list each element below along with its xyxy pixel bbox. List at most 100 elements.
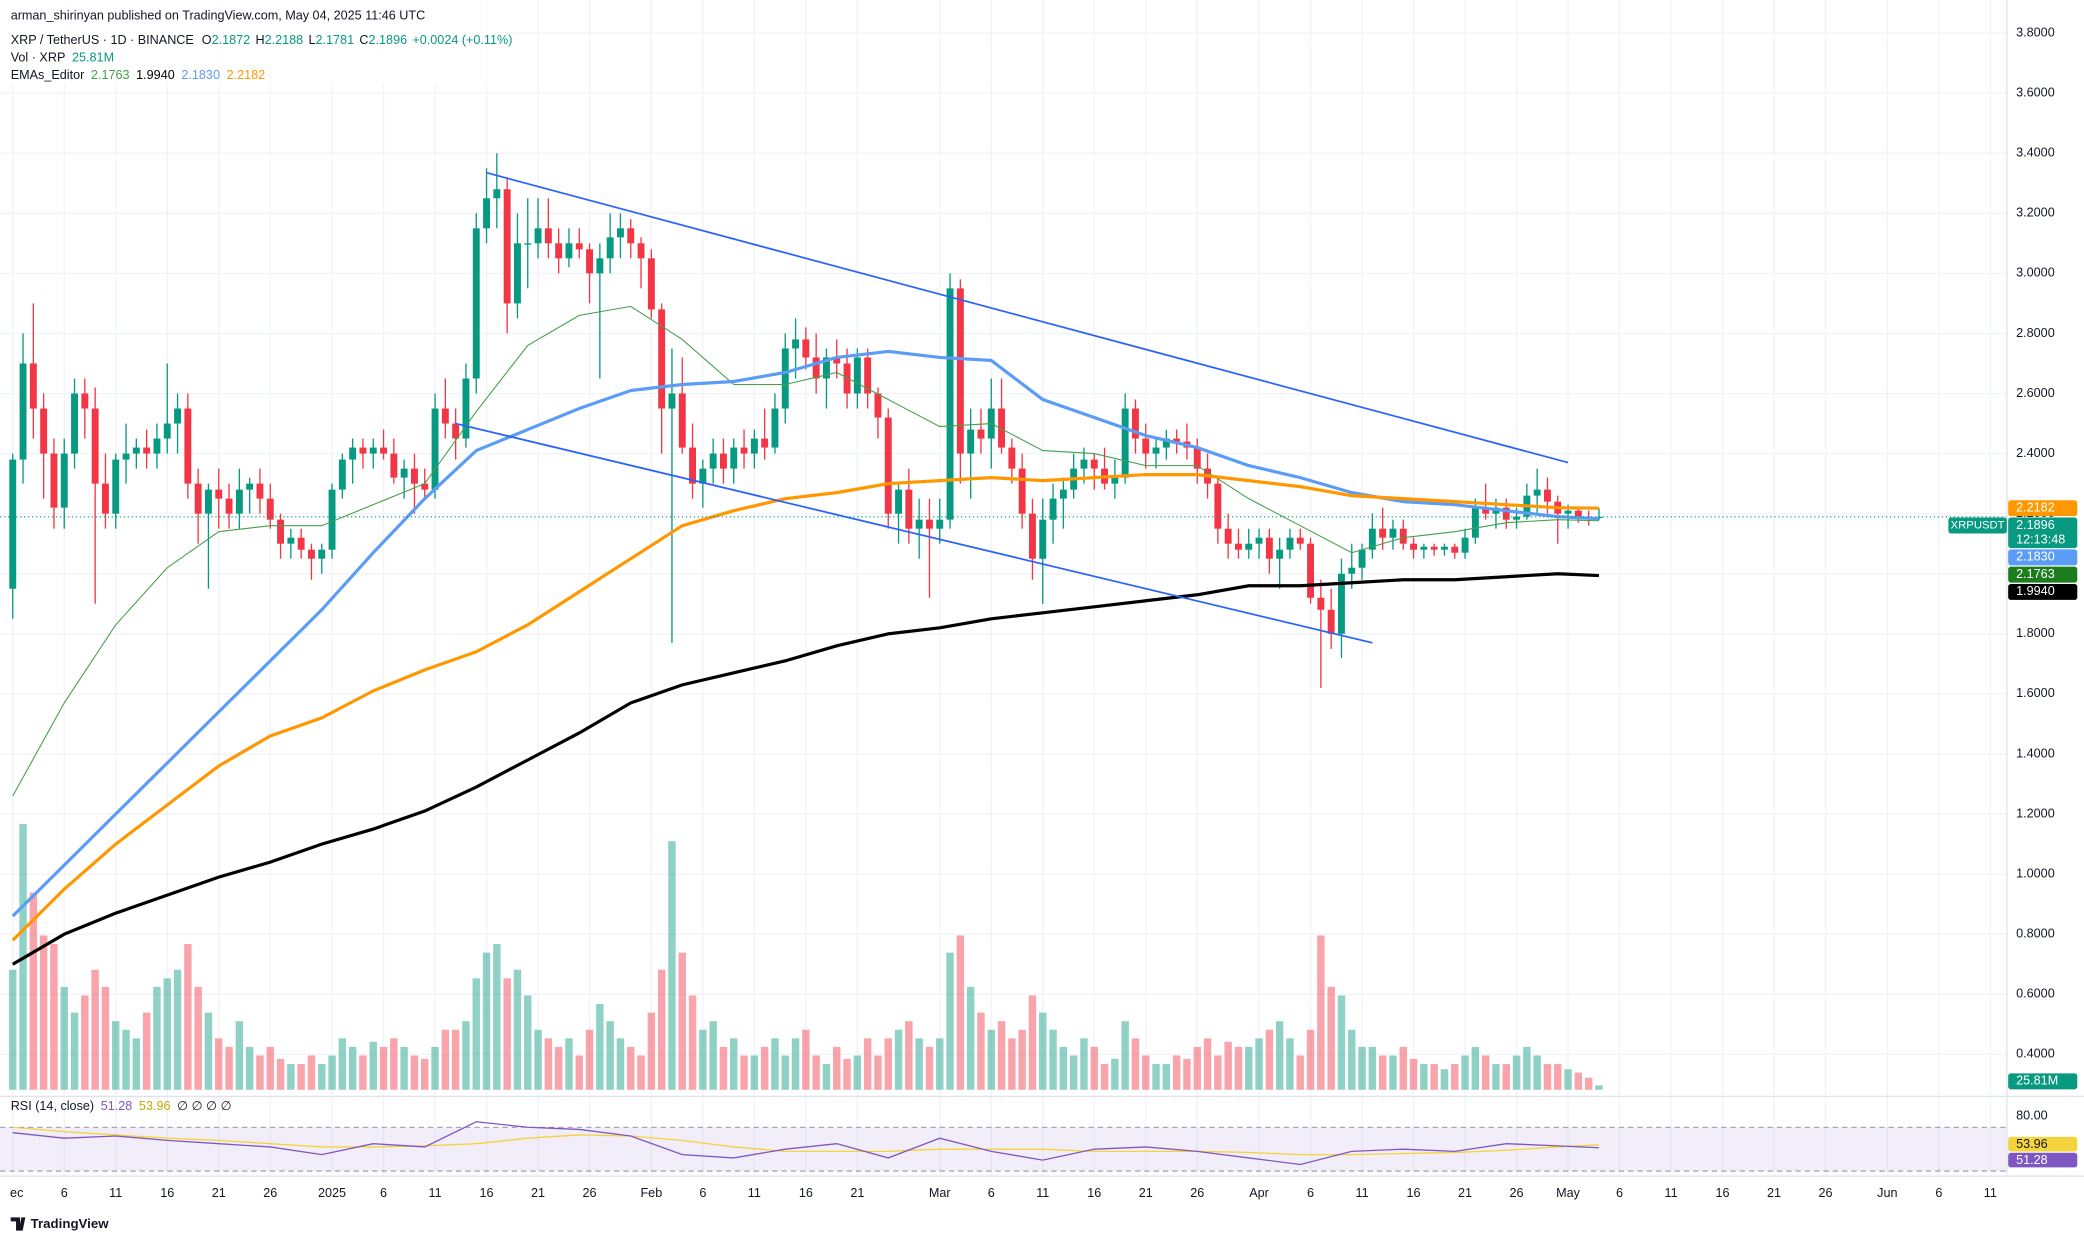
candle-body	[235, 489, 243, 514]
candle-body	[596, 258, 604, 274]
candle-body	[709, 453, 717, 469]
candle-body	[19, 363, 27, 460]
volume-bar	[173, 969, 182, 1090]
candle-body	[71, 393, 79, 454]
volume-bar	[771, 1038, 779, 1090]
volume-bar	[544, 1038, 553, 1090]
volume-bar	[1028, 995, 1037, 1090]
candle-body	[1173, 438, 1181, 442]
candle-body	[802, 339, 810, 358]
volume-bar	[1172, 1055, 1181, 1090]
candle-body	[1162, 438, 1170, 448]
x-tick-label: 11	[1036, 1186, 1049, 1200]
candle-body	[1245, 543, 1253, 550]
candle-body	[328, 489, 336, 550]
candle-body	[586, 249, 594, 274]
candle-body	[246, 483, 254, 490]
candle-body	[1193, 447, 1201, 469]
candle-body	[936, 519, 944, 529]
volume-bar	[688, 995, 697, 1090]
x-tick-label: 6	[1307, 1186, 1314, 1200]
volume-bar	[565, 1038, 573, 1090]
candle-body	[338, 459, 346, 490]
candle-body	[761, 438, 769, 448]
candle-body	[575, 243, 583, 250]
candle-body	[503, 189, 511, 304]
volume-bar	[627, 1046, 635, 1090]
candle-body	[812, 357, 820, 379]
volume-bar	[307, 1055, 316, 1090]
volume-bar	[750, 1055, 759, 1090]
candle-body	[1461, 537, 1469, 553]
candle-body	[153, 438, 161, 454]
candle-body	[915, 519, 923, 529]
volume-bar	[328, 1055, 336, 1090]
volume-bar	[1523, 1046, 1531, 1090]
c-label: C	[359, 34, 368, 48]
y-tick-label: 1.6000	[2016, 686, 2055, 700]
x-tick-label: 16	[160, 1186, 174, 1200]
candle-body	[1513, 516, 1521, 520]
volume-bar	[1595, 1085, 1603, 1090]
volume-bar	[1049, 1029, 1057, 1090]
volume-bar	[1059, 1046, 1068, 1090]
ema-value: 2.1830	[181, 68, 220, 82]
candle-body	[740, 447, 748, 454]
volume-bar	[1512, 1055, 1521, 1090]
candle-body	[616, 228, 624, 238]
volume-bar	[1224, 1041, 1232, 1090]
symbol-badge	[1948, 517, 2007, 534]
volume-bar	[987, 1029, 995, 1090]
change: +0.0024 (+0.11%)	[412, 34, 512, 48]
candle-body	[1028, 513, 1036, 559]
volume-bar	[1214, 1055, 1222, 1090]
candle-body	[277, 519, 285, 544]
volume-bar	[81, 995, 89, 1090]
candle-body	[1276, 549, 1284, 559]
volume-bar	[1358, 1046, 1366, 1090]
volume-bar	[204, 1012, 213, 1090]
volume-bar	[266, 1046, 274, 1090]
x-tick-label: 2025	[318, 1186, 346, 1200]
volume-bar	[853, 1055, 862, 1090]
volume-bar	[1131, 1038, 1140, 1090]
volume-bar	[50, 944, 58, 1090]
volume-bar	[1584, 1077, 1593, 1090]
candle-body	[534, 228, 542, 244]
volume-bar	[863, 1038, 872, 1090]
candle-body	[524, 243, 532, 245]
volume-bar	[1265, 1029, 1274, 1090]
volume-bar	[379, 1046, 388, 1090]
rsi-ma-value: 53.96	[139, 1099, 171, 1113]
price-badge	[2008, 566, 2078, 583]
candle-body	[40, 408, 48, 454]
volume-bar	[441, 1029, 450, 1090]
candle-body	[91, 408, 99, 484]
candle-body	[1131, 408, 1139, 439]
volume-bar	[1121, 1021, 1129, 1090]
x-tick-label: 11	[1984, 1186, 1997, 1200]
volume-bar	[956, 935, 965, 1090]
candle-body	[184, 408, 192, 484]
candle-body	[1451, 546, 1459, 553]
volume-bar	[791, 1038, 800, 1090]
candle-body	[874, 393, 882, 418]
candle-body	[946, 288, 954, 520]
logo-icon	[10, 1217, 26, 1231]
ema-line	[11, 473, 1599, 942]
volume-bar	[575, 1055, 583, 1090]
candle-body	[1286, 537, 1294, 550]
y-tick-label: 1.2000	[2016, 806, 2055, 820]
volume-bar	[245, 1046, 254, 1090]
x-tick-label: 6	[699, 1186, 706, 1200]
volume-bar	[1069, 1055, 1078, 1090]
volume-bar	[1018, 1029, 1026, 1090]
legend-bg	[0, 0, 506, 86]
x-tick-label: 21	[212, 1186, 226, 1200]
volume-bar	[462, 1021, 470, 1090]
candle-body	[719, 453, 727, 469]
volume-bar	[338, 1038, 347, 1090]
candle-body	[1471, 507, 1479, 538]
candle-body	[81, 393, 89, 409]
volume-bar	[1317, 935, 1325, 1090]
